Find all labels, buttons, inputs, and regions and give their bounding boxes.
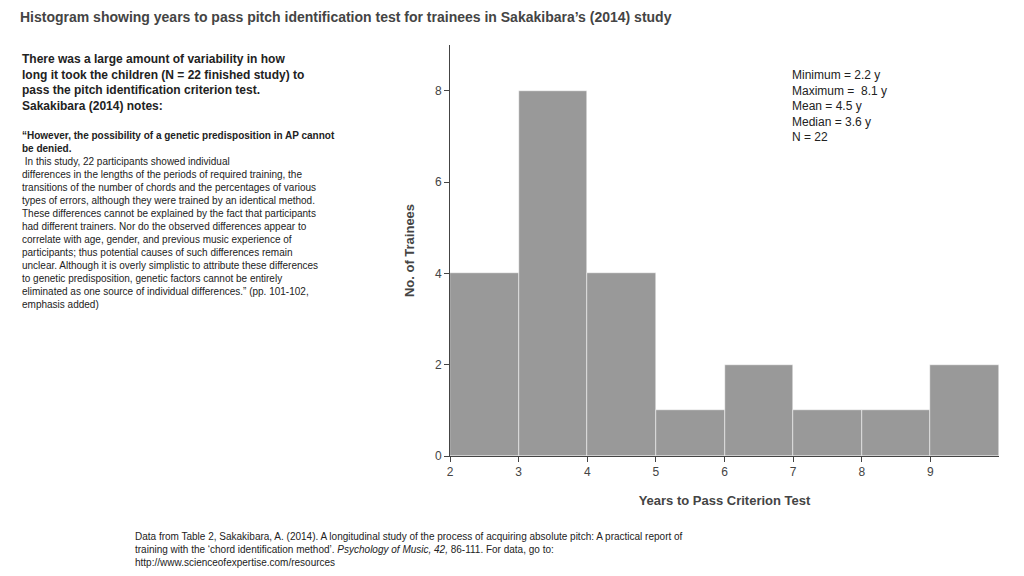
svg-text:9: 9	[927, 465, 934, 479]
svg-text:5: 5	[653, 465, 660, 479]
svg-text:2: 2	[435, 358, 442, 372]
svg-text:No. of Trainees: No. of Trainees	[402, 204, 417, 297]
svg-text:There was a large amount of va: There was a large amount of variability …	[22, 52, 304, 113]
svg-text:4: 4	[435, 267, 442, 281]
svg-text:0: 0	[435, 449, 442, 463]
svg-text:Data from Table 2, Sakakibara,: Data from Table 2, Sakakibara, A. (2014)…	[135, 531, 683, 568]
svg-text:7: 7	[790, 465, 797, 479]
svg-text:Years to Pass Criterion Test: Years to Pass Criterion Test	[639, 493, 811, 508]
svg-text:6: 6	[721, 465, 728, 479]
svg-text:8: 8	[435, 84, 442, 98]
svg-text:2: 2	[447, 465, 454, 479]
svg-text:8: 8	[858, 465, 865, 479]
svg-text:3: 3	[515, 465, 522, 479]
svg-text:Minimum = 2.2 yMaximum = 8.1: Minimum = 2.2 yMaximum = 8.1 yMean = 4.5…	[792, 68, 887, 144]
svg-text:Histogram showing years to pas: Histogram showing years to pass pitch id…	[20, 9, 672, 25]
svg-text:4: 4	[584, 465, 591, 479]
svg-text:6: 6	[435, 175, 442, 189]
svg-text:“However, the possibility of a: “However, the possibility of a genetic p…	[22, 130, 335, 310]
